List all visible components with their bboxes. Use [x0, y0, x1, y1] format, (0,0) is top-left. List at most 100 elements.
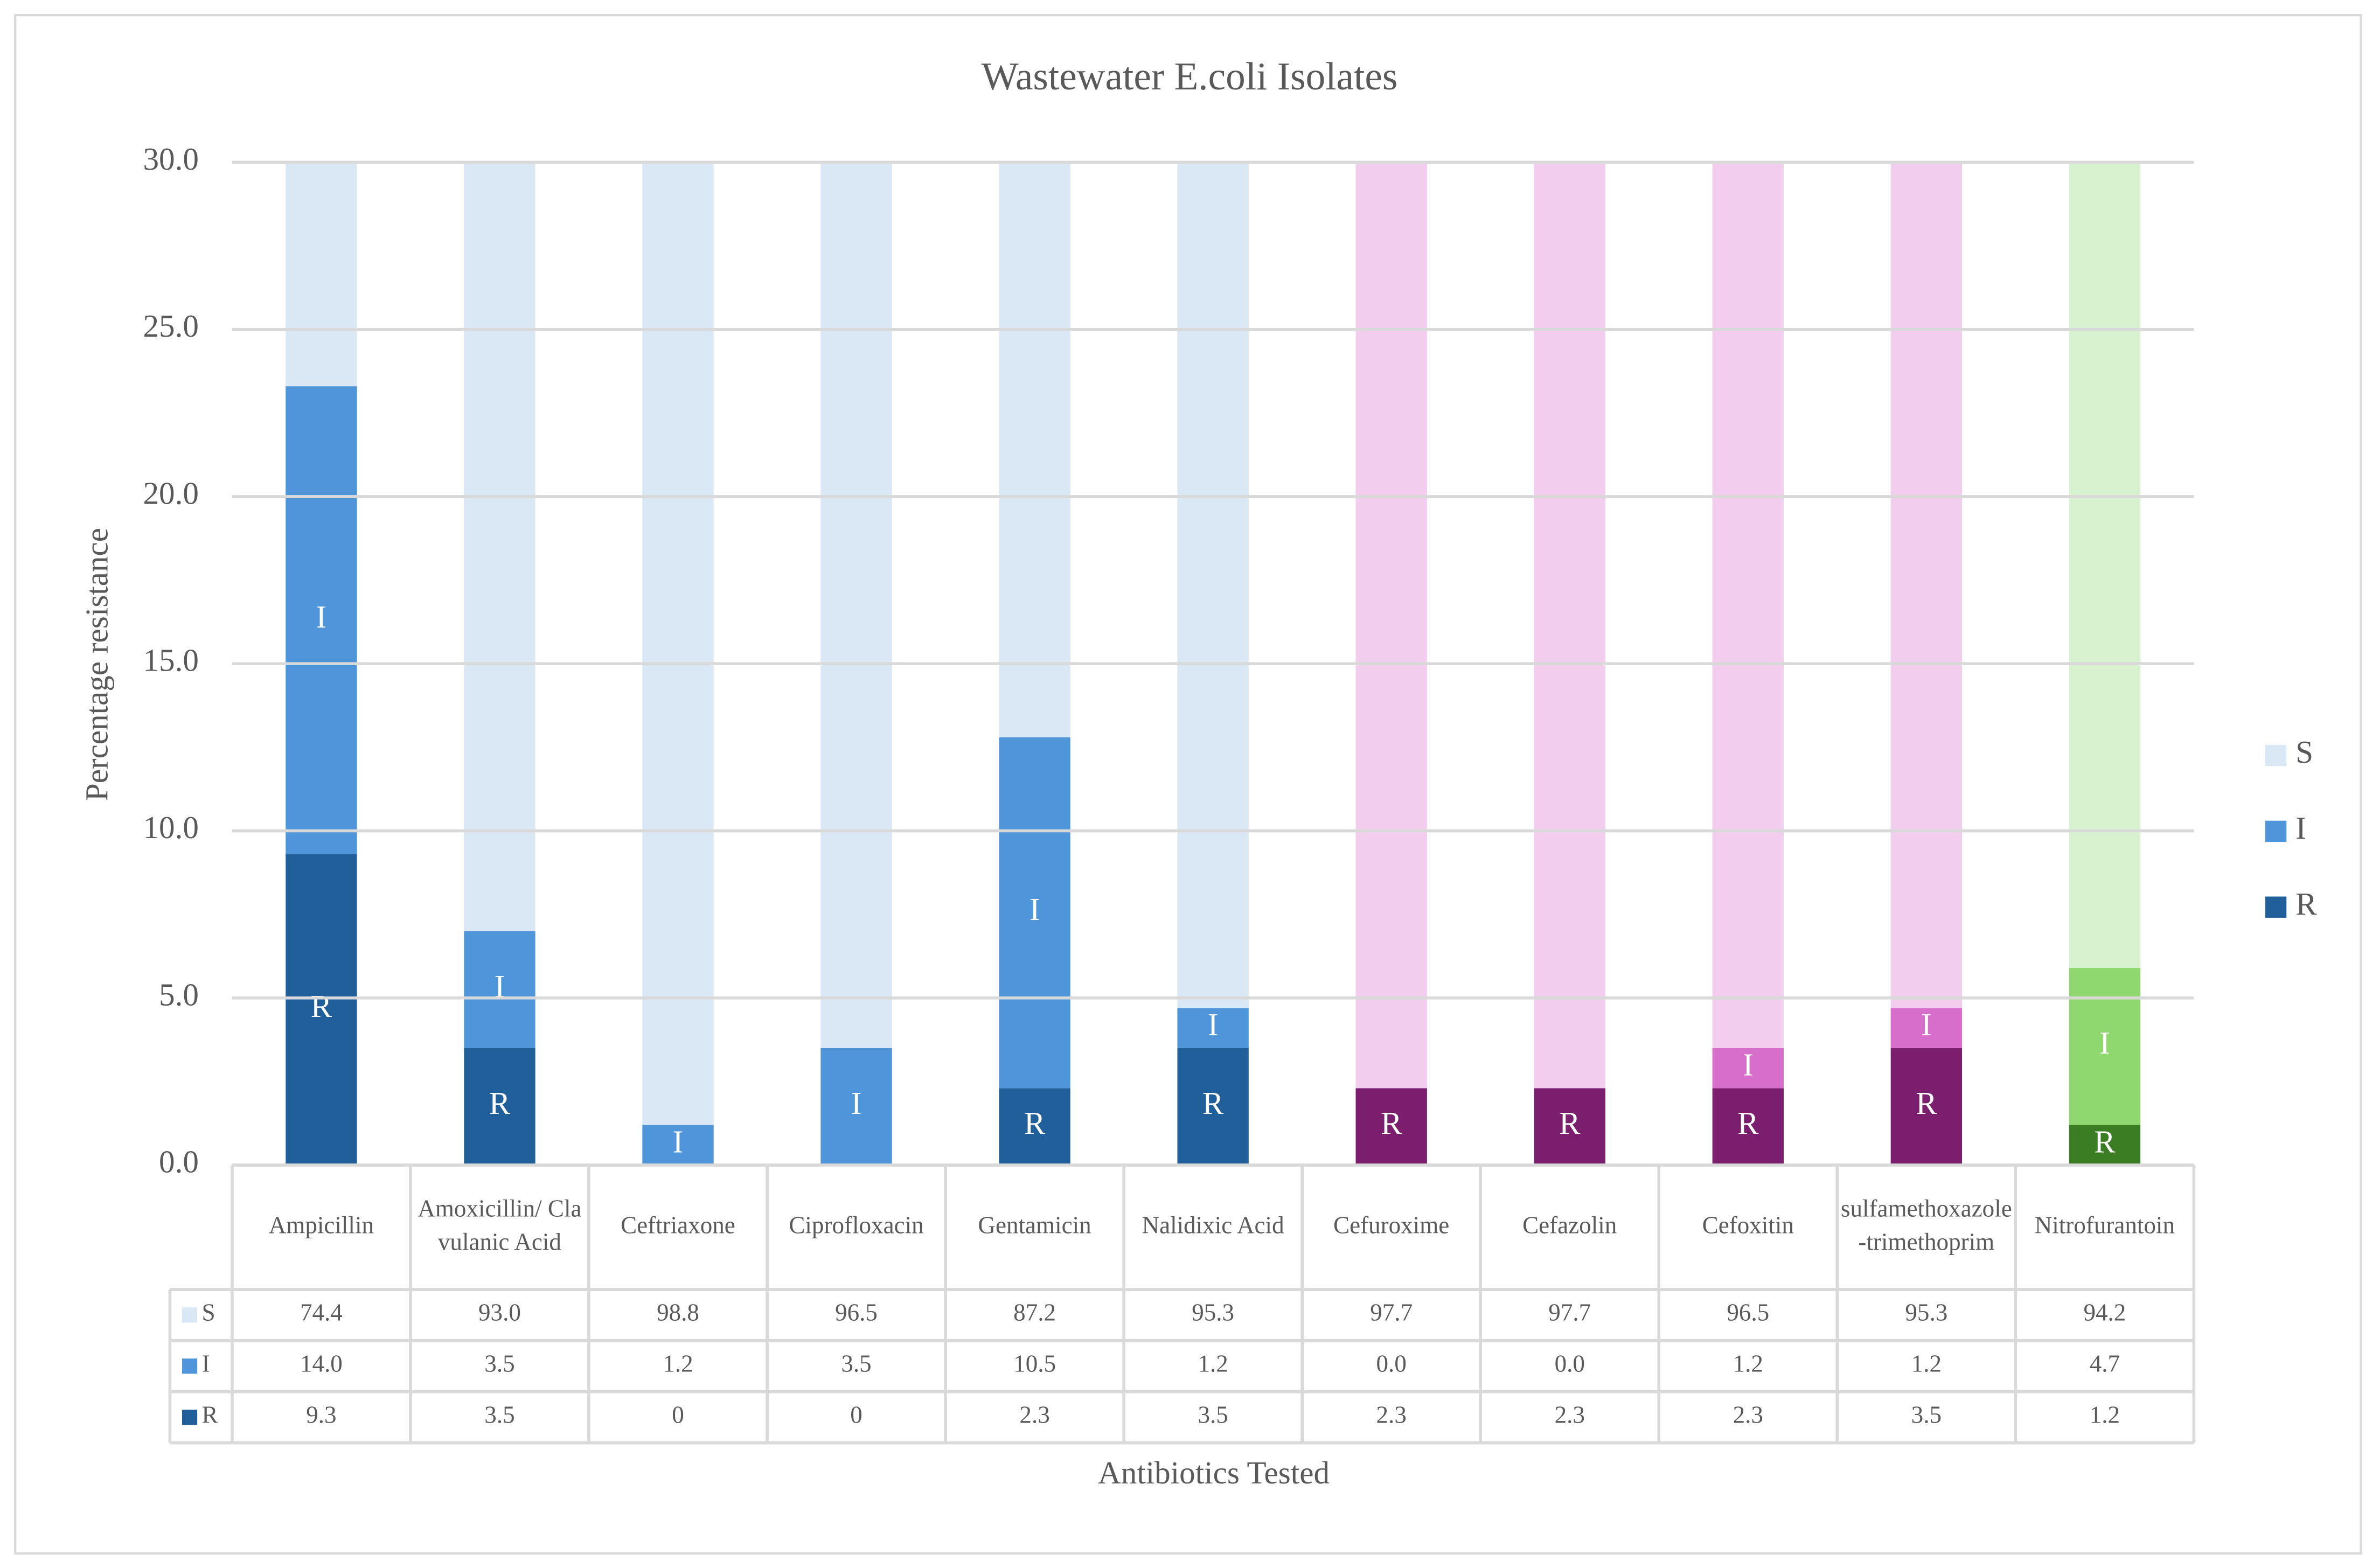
segment-label: I: [1743, 1047, 1754, 1083]
x-tick-label: Cefuroxime: [1333, 1214, 1450, 1240]
bar-segment: [1712, 1088, 1784, 1165]
bar-segment: [1177, 162, 1249, 1008]
table-cell: 97.7: [1548, 1299, 1591, 1326]
bar-segment: [1534, 162, 1605, 1089]
table-cell: 96.5: [1727, 1299, 1769, 1326]
table-header-cell: Ampicillin: [268, 1214, 374, 1240]
bar-segment: [1890, 162, 1963, 1008]
table-cell: 1.2: [1733, 1350, 1763, 1377]
table-header-cell: Nalidixic Acid: [1142, 1214, 1284, 1240]
x-tick-label: Cefazolin: [1522, 1214, 1617, 1240]
table-cell: 98.8: [657, 1299, 699, 1326]
bar-segment: [1177, 1008, 1249, 1048]
x-axis-label: Antibiotics Tested: [1098, 1455, 1330, 1490]
segment-label: I: [495, 968, 505, 1004]
x-tick-label: Amoxicillin/ Clavulanic Acid: [418, 1197, 582, 1256]
segment-label: R: [1024, 1105, 1046, 1141]
bar-segment: [1712, 162, 1784, 1048]
table-row-label: R: [202, 1402, 218, 1428]
table-cell: 2.3: [1555, 1402, 1585, 1428]
table-cell: 95.3: [1192, 1299, 1234, 1326]
table-cell: 3.5: [841, 1350, 871, 1377]
table-header-cell: Ceftriaxone: [621, 1214, 735, 1240]
table-cell: 0: [850, 1402, 862, 1428]
table-cell: 1.2: [1198, 1350, 1228, 1377]
bar-segment: [642, 1125, 714, 1165]
table-cell: 96.5: [835, 1299, 878, 1326]
y-tick-label: 0.0: [159, 1144, 199, 1180]
segment-label: I: [851, 1085, 862, 1121]
chart-title: Wastewater E.coli Isolates: [982, 54, 1398, 98]
table-cell: 1.2: [2090, 1402, 2120, 1428]
legend-label: R: [2295, 886, 2317, 922]
y-tick-label: 30.0: [143, 141, 198, 177]
bar-segment: [2069, 967, 2141, 1125]
x-tick-label: Ceftriaxone: [621, 1214, 735, 1240]
bar-segment: [820, 1048, 892, 1165]
table-cell: 97.7: [1370, 1299, 1413, 1326]
bar-segment: [2069, 1125, 2141, 1165]
bar-segment: [1712, 1048, 1784, 1089]
segment-label: I: [673, 1124, 684, 1159]
table-legend-swatch: [182, 1307, 198, 1323]
y-tick-label: 5.0: [159, 977, 199, 1012]
table-cell: 14.0: [300, 1350, 343, 1377]
bar-segment: [2069, 162, 2141, 968]
table-cell: 3.5: [484, 1402, 514, 1428]
segment-label: I: [1029, 891, 1040, 927]
table-header-cell: Cefazolin: [1522, 1214, 1617, 1240]
bar-segment: [999, 1088, 1070, 1165]
table-cell: 1.2: [663, 1350, 693, 1377]
table-header-cell: Nitrofurantoin: [2034, 1214, 2175, 1240]
legend-label: S: [2295, 734, 2313, 770]
bar-segment: [1355, 162, 1427, 1089]
table-cell: 9.3: [306, 1402, 336, 1428]
table-row-label: I: [202, 1350, 210, 1377]
segment-label: I: [2099, 1025, 2110, 1061]
x-tick-label: Nitrofurantoin: [2034, 1214, 2175, 1240]
table-cell: 0: [672, 1402, 684, 1428]
x-tick-label: Gentamicin: [978, 1214, 1091, 1240]
table-header-cell: sulfamethoxazole-trimethoprim: [1840, 1197, 2012, 1256]
x-tick-label: Nalidixic Acid: [1142, 1214, 1284, 1240]
table-cell: 93.0: [478, 1299, 521, 1326]
x-tick-label: Ciprofloxacin: [789, 1214, 924, 1240]
x-tick-label: Cefoxitin: [1702, 1214, 1794, 1240]
table-header-cell: Ciprofloxacin: [789, 1214, 924, 1240]
bar-segment: [464, 162, 535, 931]
segment-label: R: [1202, 1085, 1224, 1121]
table-cell: 0.0: [1555, 1350, 1585, 1377]
bar-segment: [464, 931, 535, 1048]
x-tick-label: sulfamethoxazole-trimethoprim: [1840, 1197, 2012, 1256]
table-cell: 2.3: [1376, 1402, 1407, 1428]
segment-label: R: [489, 1085, 511, 1121]
y-tick-label: 20.0: [143, 475, 198, 511]
bar-segment: [464, 1048, 535, 1165]
bar-segment: [286, 162, 357, 387]
bar-segment: [642, 162, 714, 1125]
segment-label: R: [1916, 1085, 1937, 1121]
table-legend-swatch: [182, 1410, 198, 1425]
bar-segment: [999, 162, 1070, 737]
table-cell: 3.5: [484, 1350, 514, 1377]
y-tick-label: 25.0: [143, 308, 198, 344]
table-header-cell: Cefuroxime: [1333, 1214, 1450, 1240]
segment-label: R: [1737, 1105, 1759, 1141]
bar-segment: [1890, 1008, 1963, 1048]
table-cell: 87.2: [1013, 1299, 1056, 1326]
bar-segment: [999, 737, 1070, 1089]
table-cell: 10.5: [1013, 1350, 1056, 1377]
bar-segment: [1890, 1048, 1963, 1165]
x-tick-label: Ampicillin: [268, 1214, 374, 1240]
bar-segment: [1177, 1048, 1249, 1165]
bar-segment: [820, 162, 892, 1048]
segment-label: R: [311, 988, 332, 1024]
segment-label: R: [2094, 1124, 2116, 1159]
segment-label: I: [1921, 1007, 1932, 1042]
segment-label: I: [1208, 1007, 1219, 1042]
bar-segment: [1534, 1088, 1605, 1165]
table-cell: 1.2: [1911, 1350, 1942, 1377]
